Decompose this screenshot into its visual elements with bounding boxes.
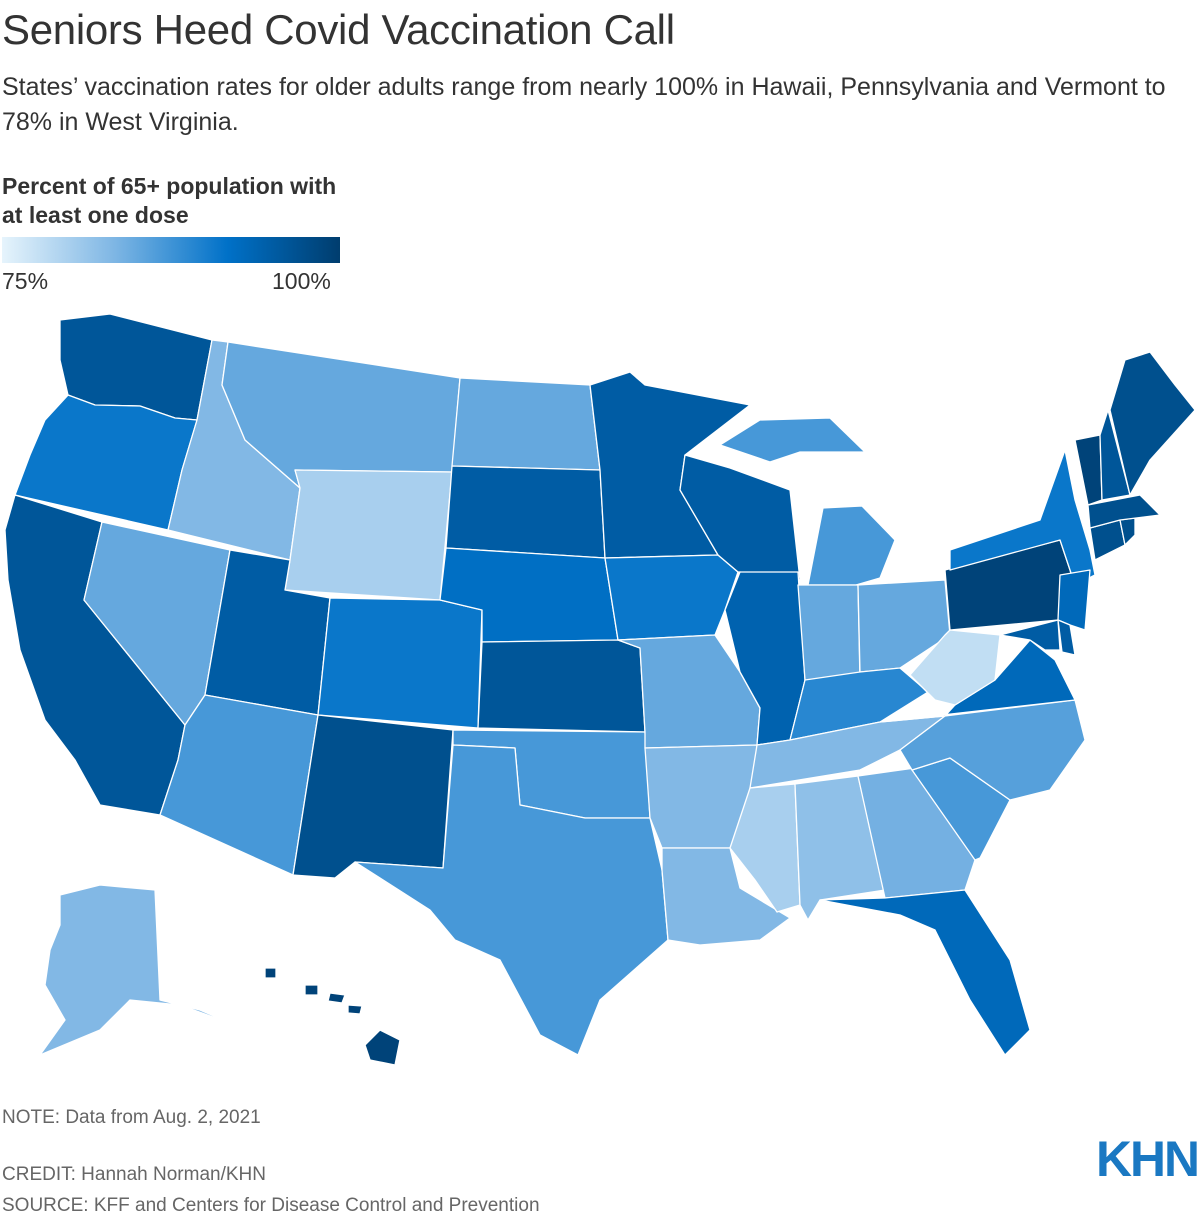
khn-logo-text: KHN (1096, 1132, 1198, 1184)
state-ma (1087, 494, 1161, 529)
state-va (879, 639, 1076, 723)
state-nc (899, 699, 1086, 801)
state-ny (949, 449, 1096, 586)
chart-title: Seniors Heed Covid Vaccination Call (2, 6, 675, 53)
state-la (661, 847, 791, 946)
footer-credit: CREDIT: Hannah Norman/KHN (2, 1164, 266, 1185)
state-co (317, 597, 483, 729)
state-wy (284, 469, 453, 601)
state-ga (857, 767, 976, 899)
legend-max-label: 100% (272, 268, 331, 294)
state-de (1057, 619, 1076, 656)
legend-gradient-bar (2, 237, 340, 263)
legend-min-label: 75% (2, 268, 49, 294)
state-vt (1074, 434, 1103, 506)
khn-logo: KHN (1096, 1132, 1200, 1184)
state-md (999, 619, 1061, 651)
state-fl (819, 889, 1031, 1056)
state-hi (264, 967, 401, 1066)
state-sd (445, 465, 606, 559)
state-ak (39, 884, 236, 1056)
state-wv (909, 629, 1001, 706)
state-nd (451, 377, 601, 471)
state-ks (477, 639, 646, 733)
footer-note: NOTE: Data from Aug. 2, 2021 (2, 1107, 261, 1128)
state-me (1109, 351, 1196, 496)
footer-source: SOURCE: KFF and Centers for Disease Cont… (2, 1195, 540, 1216)
us-choropleth-map (4, 313, 1196, 1066)
state-nj (1057, 569, 1091, 631)
state-nm (292, 714, 454, 879)
state-tx (354, 744, 669, 1056)
state-ia (604, 554, 739, 641)
state-oh (857, 579, 951, 673)
legend-title: Percent of 65+ population with at least … (2, 173, 337, 228)
chart-subtitle: States’ vaccination rates for older adul… (2, 73, 1166, 136)
